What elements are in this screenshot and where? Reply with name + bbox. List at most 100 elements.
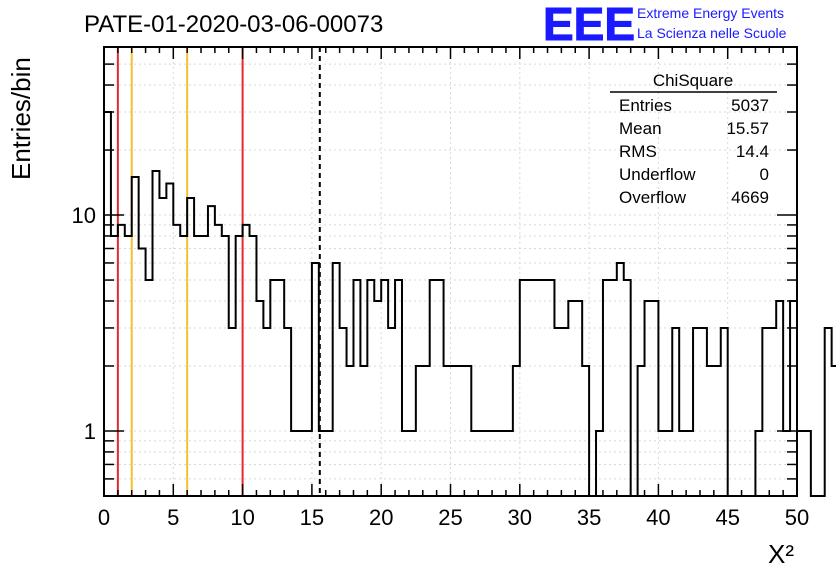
x-tick-label: 25: [438, 505, 462, 530]
stats-value: 14.4: [736, 142, 769, 161]
histogram-bin: [180, 236, 187, 496]
histogram-bin: [215, 225, 222, 496]
histogram-bin: [153, 171, 160, 496]
histogram-bin: [665, 431, 672, 496]
stats-value: 4669: [731, 188, 769, 207]
histogram-bin: [277, 280, 284, 496]
x-tick-label: 35: [577, 505, 601, 530]
x-axis-label: X²: [768, 539, 794, 569]
histogram-bin: [527, 280, 534, 496]
y-tick-label: 10: [72, 203, 96, 228]
histogram-bin: [790, 301, 797, 496]
stats-label: Underflow: [619, 165, 696, 184]
histogram-bin: [804, 431, 811, 496]
histogram-bin: [388, 328, 395, 496]
histogram-bin: [312, 263, 319, 496]
histogram-bin: [139, 248, 146, 496]
histogram-bin: [104, 112, 111, 496]
histogram-bin: [721, 328, 728, 496]
histogram-bin: [243, 225, 250, 496]
x-tick-label: 20: [369, 505, 393, 530]
histogram-bin: [360, 366, 367, 496]
y-axis-label: Entries/bin: [6, 57, 36, 180]
histogram-bin: [762, 328, 769, 496]
x-tick-label: 0: [98, 505, 110, 530]
histogram-bin: [769, 328, 776, 496]
y-tick-label: 1: [84, 419, 96, 444]
histogram-bin: [825, 328, 832, 496]
stats-rows: Entries 5037 Mean 15.57 RMS 14.4 Underflow 0 Ove…: [619, 96, 769, 207]
eee-logo-text: EEE: [543, 0, 635, 50]
histogram-bin: [645, 301, 652, 496]
axis-layer: 0 5 10 15 20 25 30 35 40 45 50 1 10: [72, 46, 809, 530]
x-tick-label: 40: [646, 505, 670, 530]
histogram-bin: [603, 280, 610, 496]
histogram-bin: [485, 431, 492, 496]
histogram-layer: [103, 111, 836, 497]
stats-label: RMS: [619, 142, 657, 161]
histogram-bin: [430, 280, 437, 496]
histogram-bin: [381, 280, 388, 496]
reference-lines: [116, 47, 321, 496]
logo-line-2: La Scienza nelle Scuole: [637, 25, 787, 41]
histogram-bin: [513, 366, 520, 496]
histogram-bin: [340, 328, 347, 496]
stats-value: 5037: [731, 96, 769, 115]
x-tick-label: 5: [167, 505, 179, 530]
histogram-bin: [284, 328, 291, 496]
histogram-bin: [263, 328, 270, 496]
histogram-bin: [353, 280, 360, 496]
histogram-bin: [624, 280, 631, 496]
histogram-bin: [776, 301, 783, 496]
run-title: PATE-01-2020-03-06-00073: [84, 11, 383, 38]
grid-layer: [103, 47, 798, 496]
stats-label: Mean: [619, 119, 662, 138]
stats-label: Overflow: [619, 188, 687, 207]
histogram-bin: [423, 366, 430, 496]
x-tick-label: 10: [230, 505, 254, 530]
histogram-bin: [672, 328, 679, 496]
histogram-bin: [617, 263, 624, 496]
histogram-bin: [520, 280, 527, 496]
histogram-bin: [270, 280, 277, 496]
x-tick-label: 15: [300, 505, 324, 530]
stats-title: ChiSquare: [653, 71, 733, 90]
histogram-bin: [159, 198, 166, 496]
histogram-bin: [374, 301, 381, 496]
histogram-bin: [437, 280, 444, 496]
histogram-bin: [651, 301, 658, 496]
histogram-bin: [541, 280, 548, 496]
x-tick-label: 50: [785, 505, 809, 530]
histogram-bin: [451, 366, 458, 496]
histogram-bin: [534, 280, 541, 496]
histogram-bin: [832, 366, 836, 496]
histogram-bin: [208, 206, 215, 496]
stats-value: 15.57: [726, 119, 769, 138]
stats-value: 0: [760, 165, 769, 184]
histogram-bin: [561, 328, 568, 496]
histogram-bin: [554, 328, 561, 496]
histogram-bin: [755, 431, 762, 496]
histogram-bin: [575, 301, 582, 496]
histogram-bin: [568, 301, 575, 496]
histogram-bin: [256, 301, 263, 496]
histogram-bin: [118, 225, 125, 496]
histogram-bin: [173, 225, 180, 496]
eee-logo: EEE Extreme Energy Events La Scienza nel…: [543, 0, 787, 51]
histogram-bin: [367, 280, 374, 496]
histogram-bin: [229, 328, 236, 496]
x-tick-label: 45: [715, 505, 739, 530]
histogram-bin: [146, 280, 153, 496]
stats-label: Entries: [619, 96, 672, 115]
histogram-bin: [797, 431, 804, 496]
logo-line-1: Extreme Energy Events: [637, 5, 784, 21]
histogram-bin: [187, 198, 194, 496]
histogram-bin: [700, 328, 707, 496]
histogram-bin: [610, 280, 617, 496]
stats-box: ChiSquare Entries 5037 Mean 15.57 RMS 14.4 Und…: [610, 71, 777, 207]
histogram-bin: [638, 366, 645, 496]
histogram-bin: [333, 263, 340, 496]
histogram-bin: [166, 183, 173, 496]
histogram-bin: [693, 328, 700, 496]
